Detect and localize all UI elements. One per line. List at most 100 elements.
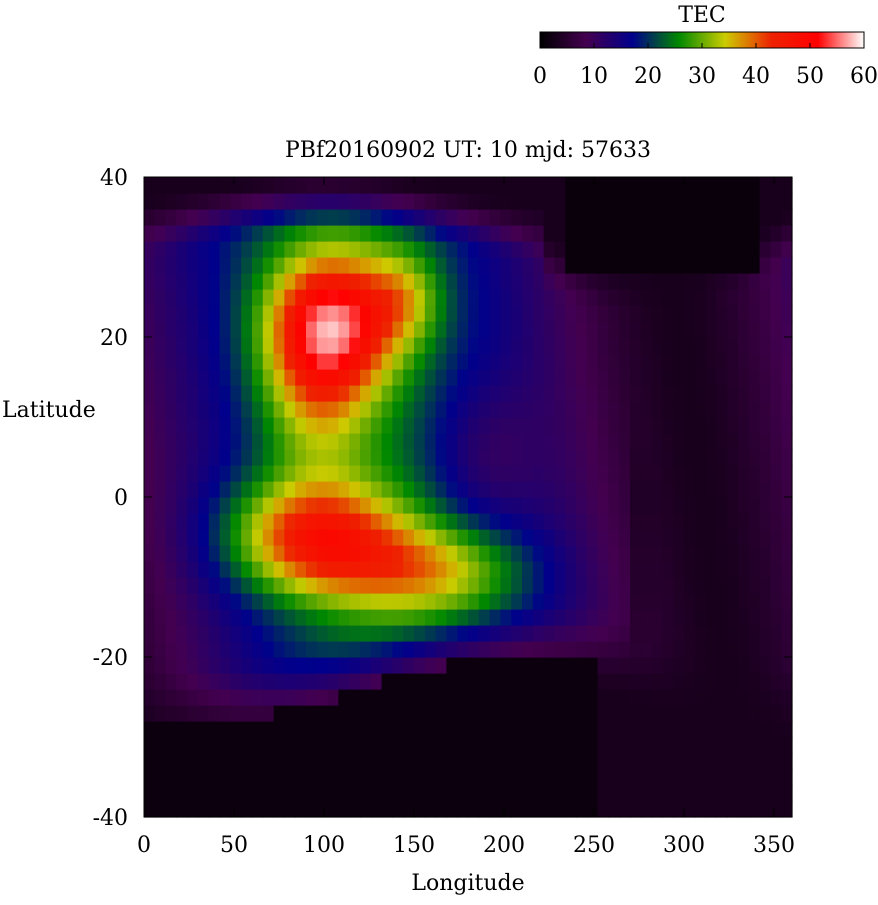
heatmap-cell <box>586 321 599 338</box>
heatmap-cell <box>154 353 167 370</box>
heatmap-cell <box>619 561 631 578</box>
heatmap-cell <box>511 593 523 610</box>
heatmap-cell <box>327 241 339 258</box>
heatmap-cell <box>554 193 566 210</box>
heatmap-cell <box>392 497 404 514</box>
heatmap-cell <box>705 241 717 258</box>
heatmap-cell <box>673 193 685 210</box>
heatmap-cell <box>522 801 534 818</box>
heatmap-cell <box>284 513 296 530</box>
heatmap-cell <box>381 561 393 578</box>
heatmap-cell <box>532 641 545 658</box>
heatmap-cell <box>748 689 761 706</box>
heatmap-cell <box>446 209 458 226</box>
heatmap-cell <box>284 433 296 450</box>
heatmap-cell <box>770 721 782 738</box>
heatmap-cell <box>435 401 447 418</box>
heatmap-cell <box>705 273 717 290</box>
heatmap-cell <box>554 753 566 770</box>
heatmap-cell <box>219 209 231 226</box>
heatmap-cell <box>781 497 793 514</box>
heatmap-cell <box>144 801 156 818</box>
heatmap-cell <box>381 369 393 386</box>
heatmap-cell <box>424 529 437 546</box>
heatmap-cell <box>478 289 491 306</box>
heatmap-cell <box>273 225 285 242</box>
heatmap-cell <box>738 177 750 194</box>
heatmap-cell <box>694 385 707 402</box>
heatmap-cell <box>597 273 609 290</box>
heatmap-cell <box>770 353 782 370</box>
heatmap-cell <box>478 209 491 226</box>
heatmap-cell <box>694 657 707 674</box>
heatmap-cell <box>187 433 199 450</box>
heatmap-cell <box>360 177 372 194</box>
heatmap-cell <box>608 577 620 594</box>
heatmap-cell <box>727 545 739 562</box>
heatmap-cell <box>219 625 231 642</box>
heatmap-cell <box>565 177 577 194</box>
heatmap-cell <box>651 385 663 402</box>
heatmap-cell <box>640 705 653 722</box>
heatmap-cell <box>392 801 404 818</box>
heatmap-cell <box>208 401 221 418</box>
heatmap-cell <box>630 561 642 578</box>
colorbar-tick-label: 0 <box>533 64 547 89</box>
heatmap-cell <box>306 225 318 242</box>
heatmap-cell <box>208 689 221 706</box>
heatmap-cell <box>662 225 674 242</box>
heatmap-cell <box>500 289 512 306</box>
heatmap-cell <box>262 321 275 338</box>
heatmap-cell <box>370 369 383 386</box>
heatmap-cell <box>576 577 588 594</box>
heatmap-cell <box>414 801 426 818</box>
heatmap-cell <box>727 257 739 274</box>
heatmap-cell <box>295 625 307 642</box>
heatmap-cell <box>392 289 404 306</box>
heatmap-cell <box>262 513 275 530</box>
heatmap-cell <box>781 241 793 258</box>
heatmap-cell <box>262 177 275 194</box>
heatmap-cell <box>651 641 663 658</box>
heatmap-cell <box>511 273 523 290</box>
heatmap-cell <box>630 433 642 450</box>
colorbar-tick-label: 20 <box>634 64 662 89</box>
heatmap-cell <box>403 209 415 226</box>
heatmap-cell <box>748 561 761 578</box>
heatmap-cell <box>673 225 685 242</box>
heatmap-cell <box>370 465 383 482</box>
heatmap-cell <box>241 561 253 578</box>
heatmap-cell <box>630 353 642 370</box>
heatmap-cell <box>144 241 156 258</box>
heatmap-cell <box>230 673 242 690</box>
heatmap-cell <box>414 209 426 226</box>
heatmap-cell <box>781 209 793 226</box>
heatmap-cell <box>662 209 674 226</box>
heatmap-cell <box>565 785 577 802</box>
heatmap-cell <box>219 257 231 274</box>
heatmap-cell <box>284 769 296 786</box>
heatmap-cell <box>381 657 393 674</box>
heatmap-cell <box>338 657 350 674</box>
heatmap-cell <box>306 209 318 226</box>
heatmap-cell <box>435 177 447 194</box>
heatmap-cell <box>662 593 674 610</box>
heatmap-cell <box>684 577 696 594</box>
heatmap-cell <box>230 417 242 434</box>
heatmap-cell <box>295 593 307 610</box>
heatmap-cell <box>403 257 415 274</box>
heatmap-cell <box>532 657 545 674</box>
heatmap-cell <box>262 641 275 658</box>
heatmap-cell <box>759 385 771 402</box>
heatmap-cell <box>230 593 242 610</box>
heatmap-cell <box>154 625 167 642</box>
heatmap-cell <box>478 753 491 770</box>
heatmap-cell <box>208 673 221 690</box>
heatmap-cell <box>489 561 501 578</box>
heatmap-cell <box>727 785 739 802</box>
heatmap-cell <box>176 673 188 690</box>
heatmap-cell <box>241 753 253 770</box>
heatmap-cell <box>748 609 761 626</box>
heatmap-cell <box>360 673 372 690</box>
heatmap-cell <box>284 209 296 226</box>
